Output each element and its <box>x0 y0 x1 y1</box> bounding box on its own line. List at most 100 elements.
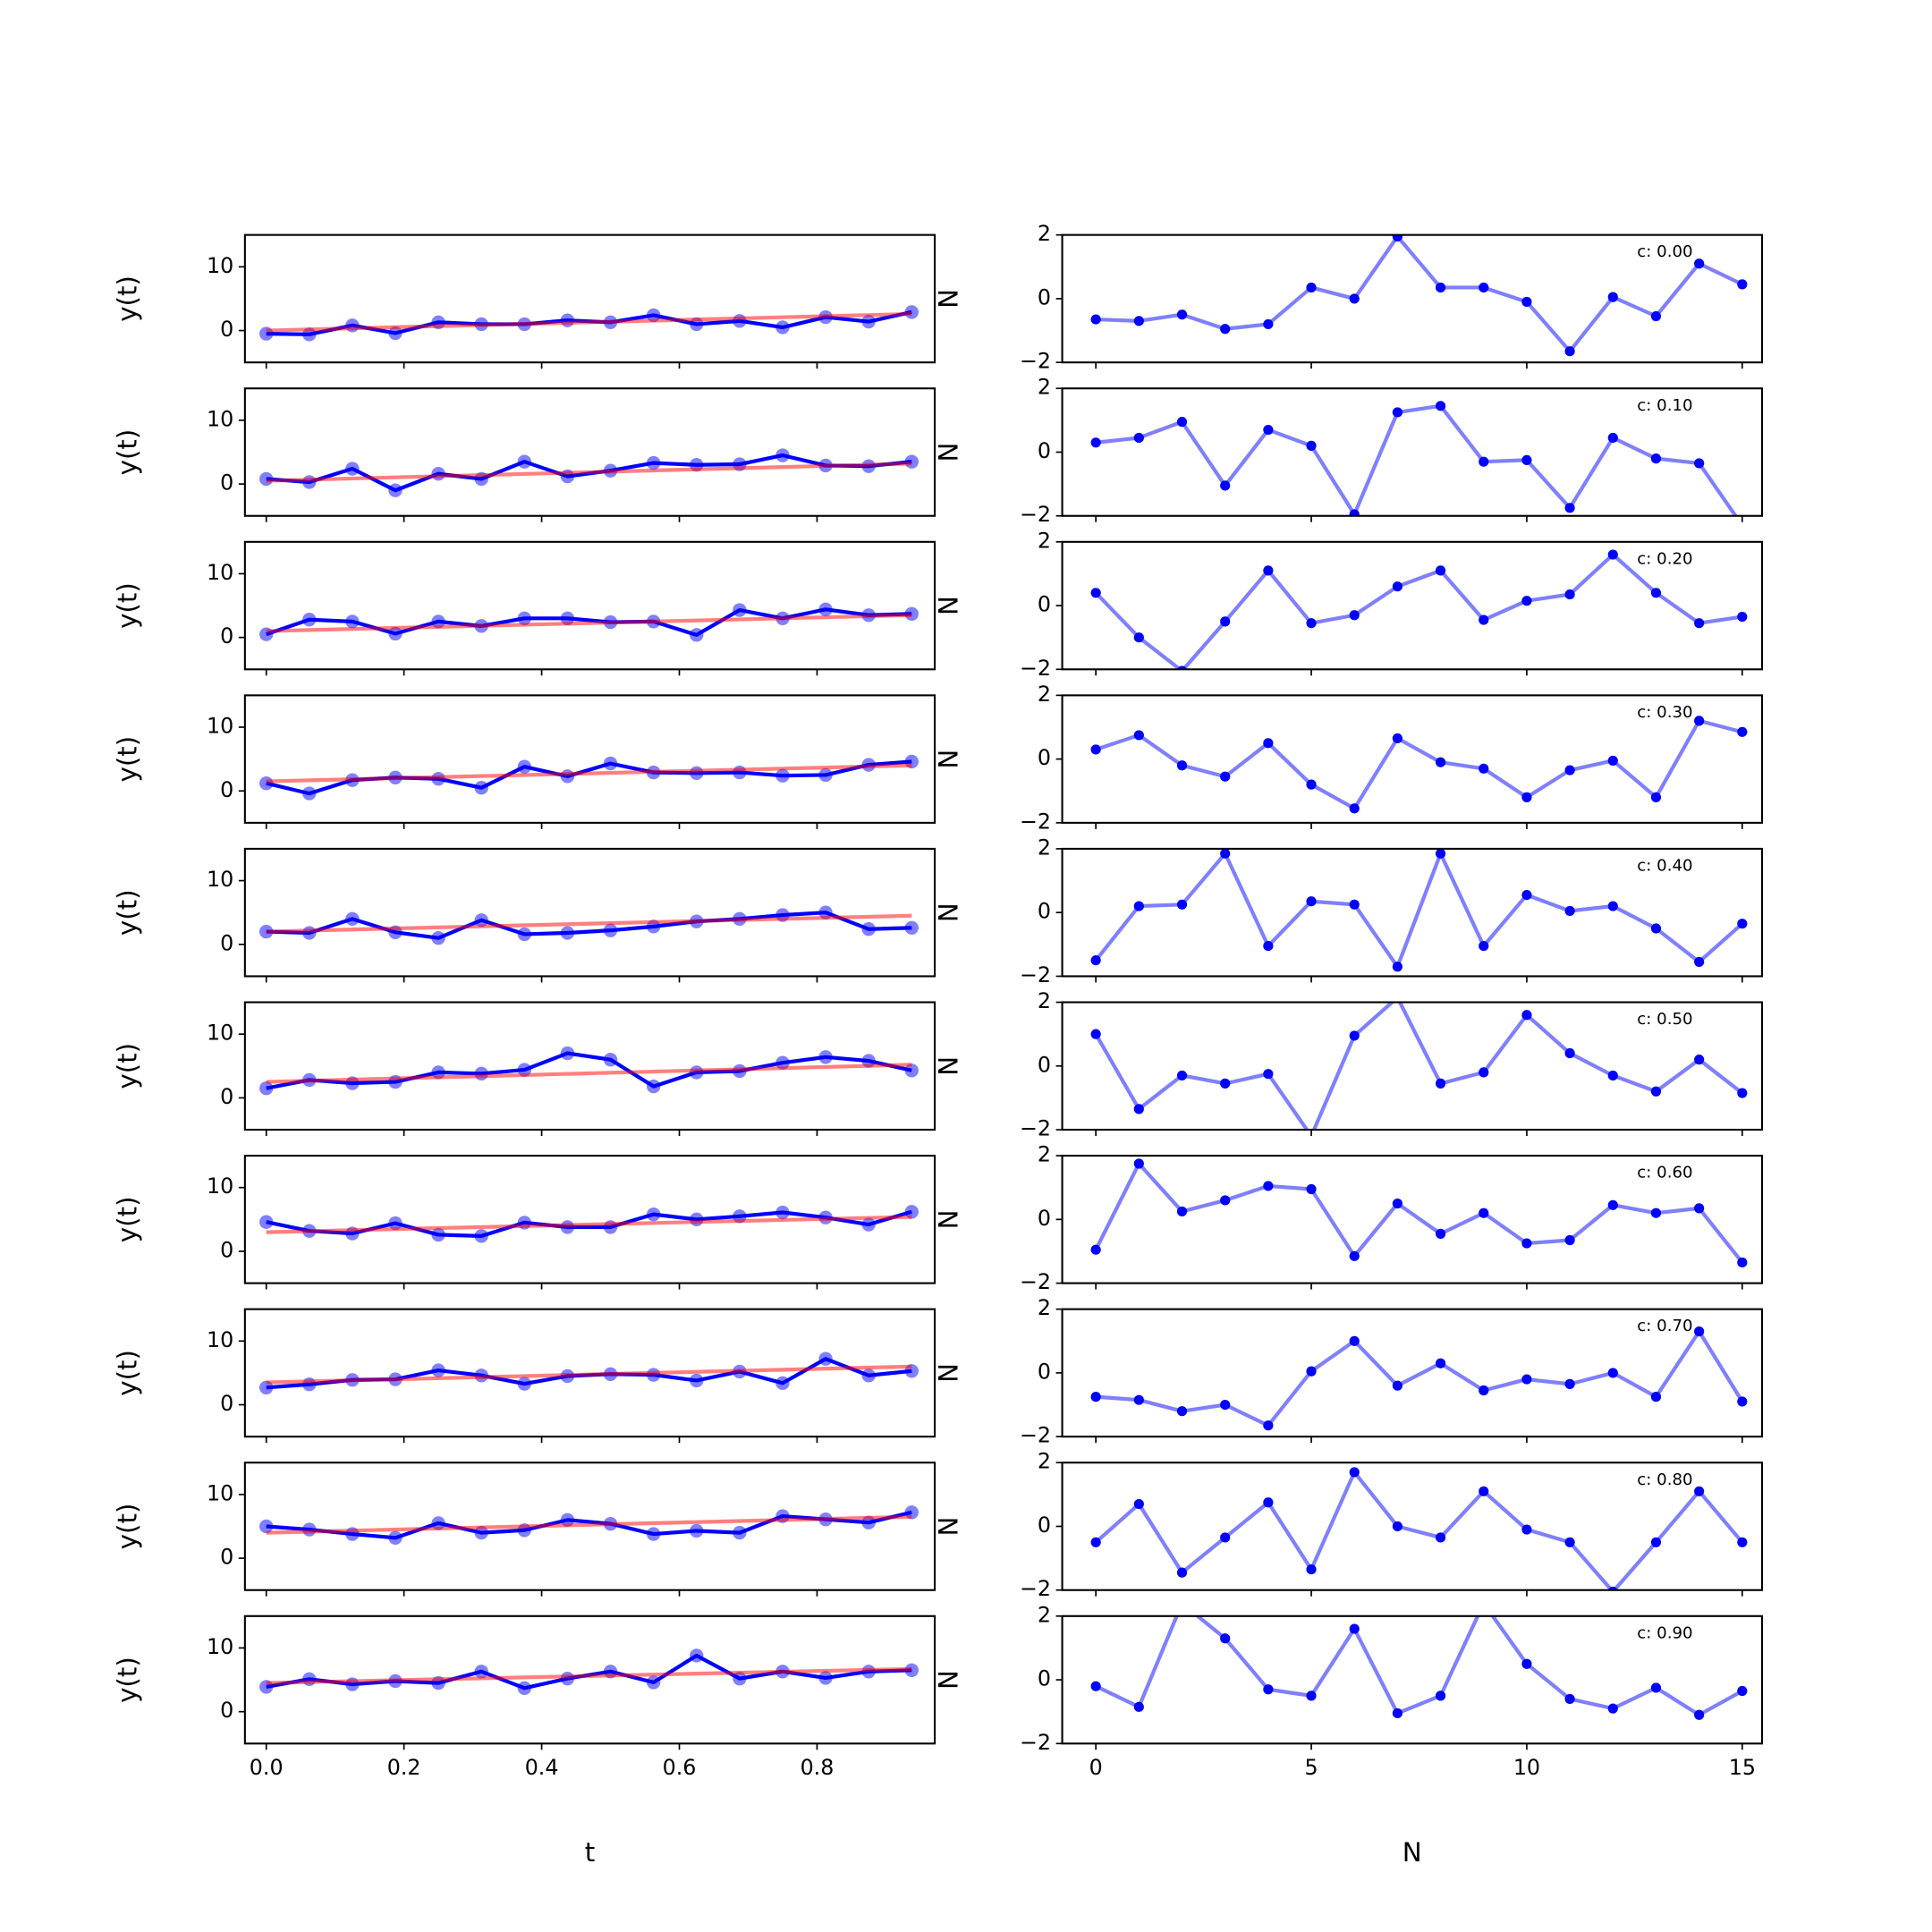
data-point <box>1694 1326 1705 1337</box>
data-point <box>1133 1701 1144 1712</box>
data-point <box>690 1373 704 1388</box>
plot-area <box>1090 1158 1748 1268</box>
axes-frame <box>1061 847 1764 978</box>
data-point <box>1090 1244 1101 1255</box>
data-point <box>302 613 317 627</box>
axes-frame <box>243 1001 936 1131</box>
trend-line <box>266 1063 912 1084</box>
data-point <box>1392 407 1402 418</box>
data-line <box>1094 1002 1744 1131</box>
data-point <box>517 1377 532 1391</box>
data-point <box>733 603 747 617</box>
data-point <box>1479 614 1489 625</box>
data-point <box>1607 901 1618 911</box>
data-point <box>302 786 317 801</box>
y-tick-label: 2 <box>1038 835 1051 860</box>
data-point <box>1650 1392 1662 1402</box>
y-tick-label: 10 <box>207 1327 233 1352</box>
y-tick-label: −2 <box>1020 1576 1051 1601</box>
data-point <box>1349 803 1360 814</box>
data-point <box>1564 1693 1575 1705</box>
x-tick-label: 0.6 <box>663 1755 697 1780</box>
data-point <box>646 1675 661 1690</box>
y-tick-label: 0 <box>220 1237 233 1262</box>
data-point <box>1737 1396 1748 1407</box>
trend-line <box>266 1364 912 1385</box>
y-axis-label: N <box>933 1209 963 1229</box>
axes-frame <box>243 1308 936 1438</box>
data-line <box>1095 1615 1743 1717</box>
data-point <box>560 1671 575 1686</box>
y-tick-label: 0 <box>1038 1513 1051 1538</box>
y-axis-label: N <box>933 1670 963 1690</box>
data-point <box>1220 1078 1231 1089</box>
data-point <box>1392 1380 1402 1391</box>
axes-frame <box>243 847 936 978</box>
axes-frame <box>1061 1001 1764 1131</box>
y-axis-label: y(t) <box>112 889 142 936</box>
data-point <box>1133 1498 1144 1510</box>
y-tick-label: −2 <box>1020 1730 1051 1755</box>
data-point <box>1392 581 1402 592</box>
data-point <box>517 454 532 469</box>
annotation: c: 0.30 <box>1637 703 1692 722</box>
annotation: c: 0.80 <box>1637 1470 1692 1489</box>
axes-frame <box>243 233 936 364</box>
data-point <box>1392 1707 1402 1719</box>
data-point <box>1090 744 1101 755</box>
y-tick-label: 2 <box>1038 682 1051 707</box>
plot-area <box>259 448 919 497</box>
y-tick-label: −2 <box>1020 962 1051 987</box>
data-point <box>1306 440 1317 451</box>
y-tick-label: 10 <box>207 1021 233 1046</box>
plot-area <box>1090 1002 1748 1131</box>
data-point <box>1090 437 1101 448</box>
data-point <box>690 766 704 780</box>
y-tick-label: 10 <box>207 406 233 431</box>
plot-area <box>1090 1467 1748 1590</box>
y-tick-label: 10 <box>207 1174 233 1199</box>
data-point <box>818 1671 833 1685</box>
data-point <box>1306 779 1317 790</box>
data-point <box>1564 765 1575 775</box>
y-tick-label: 2 <box>1038 528 1051 553</box>
plot-area <box>1090 234 1748 357</box>
data-point <box>560 926 575 940</box>
data-point <box>1694 1055 1705 1065</box>
data-line <box>1096 1329 1744 1428</box>
data-point <box>690 1523 704 1538</box>
data-line <box>1094 1470 1744 1590</box>
data-point <box>1392 1198 1402 1209</box>
data-point <box>1349 1030 1360 1041</box>
data-point <box>1607 1199 1618 1210</box>
x-tick-label: 0.8 <box>801 1755 835 1780</box>
data-point <box>1435 757 1446 767</box>
data-point <box>560 313 575 327</box>
y-axis-label: y(t) <box>112 1657 142 1703</box>
data-point <box>1650 588 1662 598</box>
data-point <box>259 1081 274 1096</box>
data-point <box>1133 901 1144 911</box>
data-point <box>388 1530 402 1545</box>
y-axis-label: y(t) <box>112 736 142 783</box>
data-line <box>1094 852 1744 969</box>
data-point <box>1263 738 1274 749</box>
y-axis-label: y(t) <box>112 1043 142 1089</box>
axes-frame <box>1061 1614 1764 1745</box>
annotation: c: 0.90 <box>1637 1623 1692 1642</box>
data-point <box>1737 279 1748 290</box>
y-tick-label: 0 <box>220 1545 233 1570</box>
y-tick-label: 2 <box>1038 1142 1051 1167</box>
data-point <box>1607 292 1618 302</box>
data-line <box>266 911 912 940</box>
y-tick-label: 2 <box>1038 221 1051 246</box>
data-point <box>904 1063 919 1078</box>
data-point <box>1263 1420 1274 1431</box>
data-point <box>1306 896 1317 907</box>
data-point <box>1220 1195 1231 1206</box>
data-line <box>1096 234 1743 353</box>
data-point <box>1650 453 1662 464</box>
plot-area <box>259 1046 919 1096</box>
data-point <box>1133 316 1144 326</box>
data-point <box>345 911 360 927</box>
